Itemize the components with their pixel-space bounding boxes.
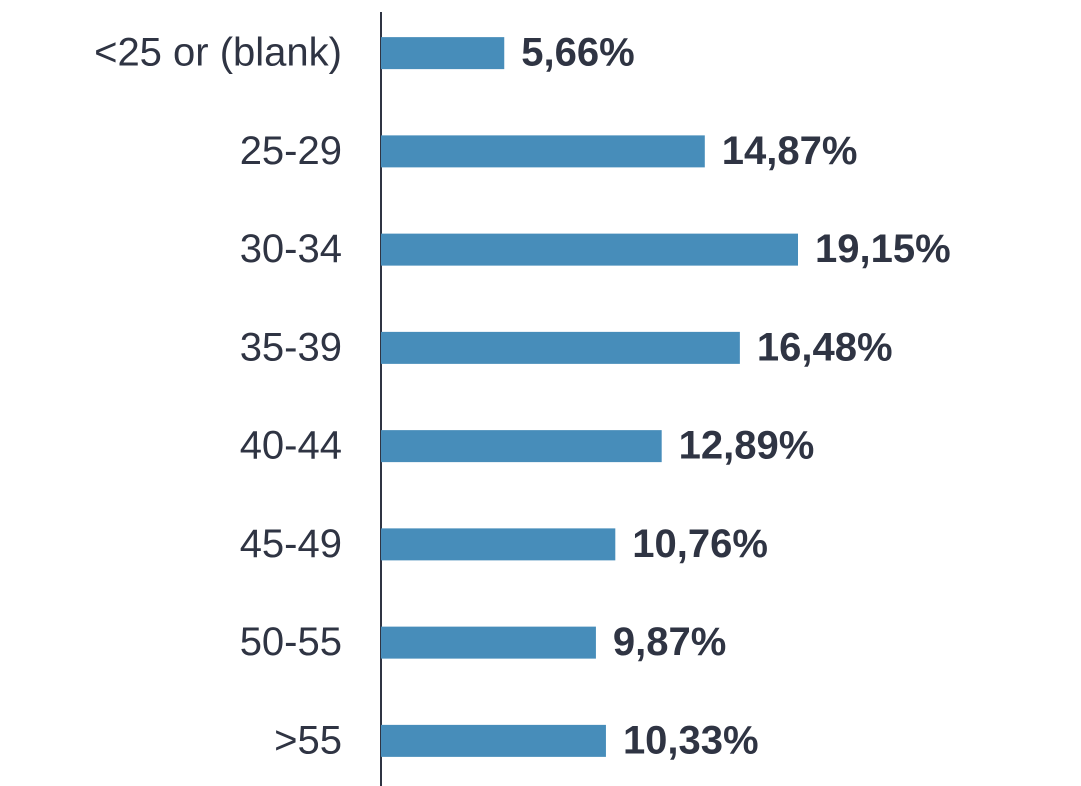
- y-tick-label: 50-55: [240, 620, 342, 664]
- value-label: 12,89%: [679, 424, 815, 468]
- value-label: 5,66%: [521, 31, 634, 75]
- y-tick-label: <25 or (blank): [94, 31, 342, 75]
- y-tick-label: 25-29: [240, 129, 342, 173]
- y-tick-label: 35-39: [240, 325, 342, 369]
- value-label: 10,76%: [632, 522, 768, 566]
- value-label: 16,48%: [757, 325, 893, 369]
- y-tick-label: >55: [274, 718, 342, 762]
- value-label: 10,33%: [623, 718, 759, 762]
- bar: [381, 430, 662, 463]
- y-tick-label: 40-44: [240, 424, 342, 468]
- value-label: 9,87%: [613, 620, 726, 664]
- bar: [381, 724, 606, 757]
- bar: [381, 37, 505, 70]
- y-tick-label: 30-34: [240, 227, 342, 271]
- bar: [381, 626, 596, 659]
- value-label: 14,87%: [722, 129, 858, 173]
- bar: [381, 233, 798, 266]
- value-label: 19,15%: [815, 227, 951, 271]
- y-tick-label: 45-49: [240, 522, 342, 566]
- bar: [381, 135, 705, 168]
- bar: [381, 528, 616, 561]
- bar: [381, 331, 740, 364]
